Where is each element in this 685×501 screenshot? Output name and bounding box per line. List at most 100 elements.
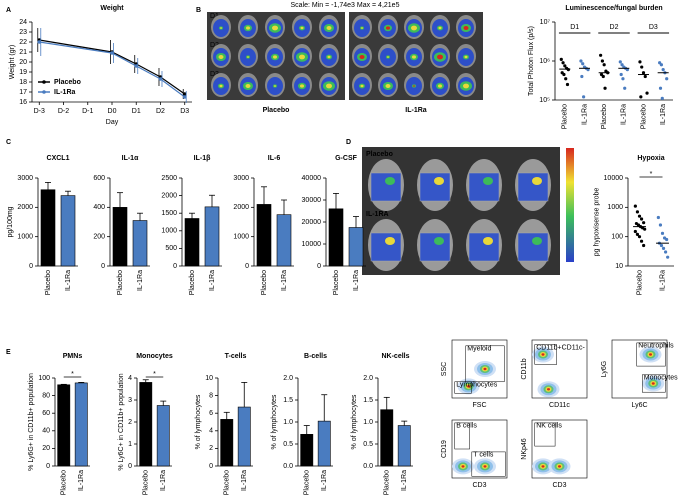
y-tick-label: 2	[209, 445, 213, 452]
flow-gate	[454, 422, 470, 450]
point	[623, 86, 627, 90]
y-tick-label: 8	[209, 392, 213, 399]
x-tick-label: IL-1Ra	[621, 104, 628, 125]
y-tick-label: 10000	[302, 241, 322, 248]
x-tick-label: Placebo	[224, 470, 231, 495]
signal	[218, 55, 224, 59]
x-tick-label: Placebo	[640, 104, 647, 129]
bar	[204, 206, 220, 267]
flow-density	[483, 367, 487, 371]
x-tick-label: IL-1Ra	[353, 270, 360, 291]
flow-y-label: NKp46	[521, 438, 528, 460]
bar	[256, 204, 272, 267]
group-label: D2	[610, 24, 619, 31]
x-tick-label: Placebo	[636, 270, 643, 295]
point	[641, 71, 646, 75]
y-tick-label: 0.0	[283, 463, 293, 470]
point	[658, 223, 663, 227]
y-tick-label: 6	[209, 410, 213, 417]
point	[581, 62, 585, 66]
x-tick-label: Placebo	[261, 270, 268, 295]
point	[635, 210, 640, 214]
x-tick-label: IL-1Ra	[241, 470, 248, 491]
point	[666, 255, 670, 259]
point	[639, 95, 643, 99]
y-axis-label: % Ly6G+ in CD11b+ population	[28, 373, 35, 471]
bar	[184, 218, 200, 267]
y-tick-label: 0	[46, 463, 50, 470]
signal	[245, 84, 251, 88]
panel-letter: B	[196, 7, 201, 14]
point	[158, 77, 163, 81]
signal	[532, 237, 542, 245]
signal	[361, 27, 363, 29]
point	[661, 246, 666, 250]
x-tick-label: Placebo	[45, 270, 52, 295]
point	[637, 235, 642, 239]
y-tick-label: 1.5	[283, 397, 293, 404]
point	[621, 77, 625, 81]
y-tick-label: 2	[128, 419, 132, 426]
flow-density	[547, 388, 550, 391]
bar	[74, 382, 88, 467]
flow-density	[651, 382, 655, 385]
flow-y-label: SSC	[441, 362, 448, 376]
x-tick-label: IL-1Ra	[321, 470, 328, 491]
y-tick-label: 10⁷	[540, 19, 551, 26]
y-tick-label: 1	[128, 441, 132, 448]
signal	[463, 83, 469, 89]
flow-gate	[642, 374, 666, 393]
flow-gate	[534, 422, 556, 447]
point	[665, 237, 669, 242]
point	[620, 63, 624, 67]
y-tick-label: 10	[615, 263, 623, 270]
image-row-label: D3	[210, 71, 219, 78]
y-tick-label: 19	[19, 69, 27, 76]
flow-density	[541, 353, 545, 356]
point	[643, 227, 647, 231]
point	[580, 74, 584, 79]
point	[182, 95, 187, 99]
bar	[237, 406, 251, 467]
image-row-label: IL-1RA	[366, 211, 389, 218]
y-tick-label: 10000	[604, 175, 624, 182]
point	[659, 243, 664, 248]
bar	[317, 420, 331, 467]
signal	[326, 83, 332, 89]
point	[642, 221, 646, 225]
signal	[438, 84, 442, 88]
x-tick-label: Placebo	[601, 104, 608, 129]
signal	[386, 26, 390, 30]
point	[566, 68, 570, 72]
y-tick-label: 3000	[17, 175, 33, 182]
y-tick-label: 1.0	[363, 419, 373, 426]
image-column-label: Placebo	[263, 107, 290, 114]
point	[633, 229, 637, 234]
y-tick-label: 400	[93, 204, 105, 211]
image-row-label: D1	[210, 13, 219, 20]
point	[635, 232, 640, 236]
flow-x-label: Ly6C	[631, 402, 647, 409]
flow-gate-label: B cells	[456, 423, 477, 430]
point	[659, 63, 663, 67]
point	[660, 96, 664, 100]
y-tick-label: 100	[611, 234, 623, 241]
point	[640, 65, 644, 69]
point	[638, 60, 642, 64]
x-tick-label: D2	[156, 108, 165, 115]
chart-title: B-cells	[304, 353, 327, 360]
y-axis-label: % Ly6C+ in CD11b+ population	[118, 373, 125, 470]
y-axis-label: Total Photon Flux (p/s)	[528, 26, 535, 96]
x-tick-label: D-2	[58, 108, 69, 115]
y-tick-label: 0.0	[363, 463, 373, 470]
point	[656, 215, 660, 220]
point	[563, 64, 567, 68]
panel-letter: D	[346, 139, 351, 146]
chart-title: G-CSF	[335, 155, 358, 162]
x-tick-label: IL-1Ra	[78, 470, 85, 491]
point	[37, 40, 42, 44]
y-tick-label: 600	[93, 175, 105, 182]
x-tick-label: Placebo	[143, 470, 150, 495]
x-tick-label: D-3	[34, 108, 45, 115]
